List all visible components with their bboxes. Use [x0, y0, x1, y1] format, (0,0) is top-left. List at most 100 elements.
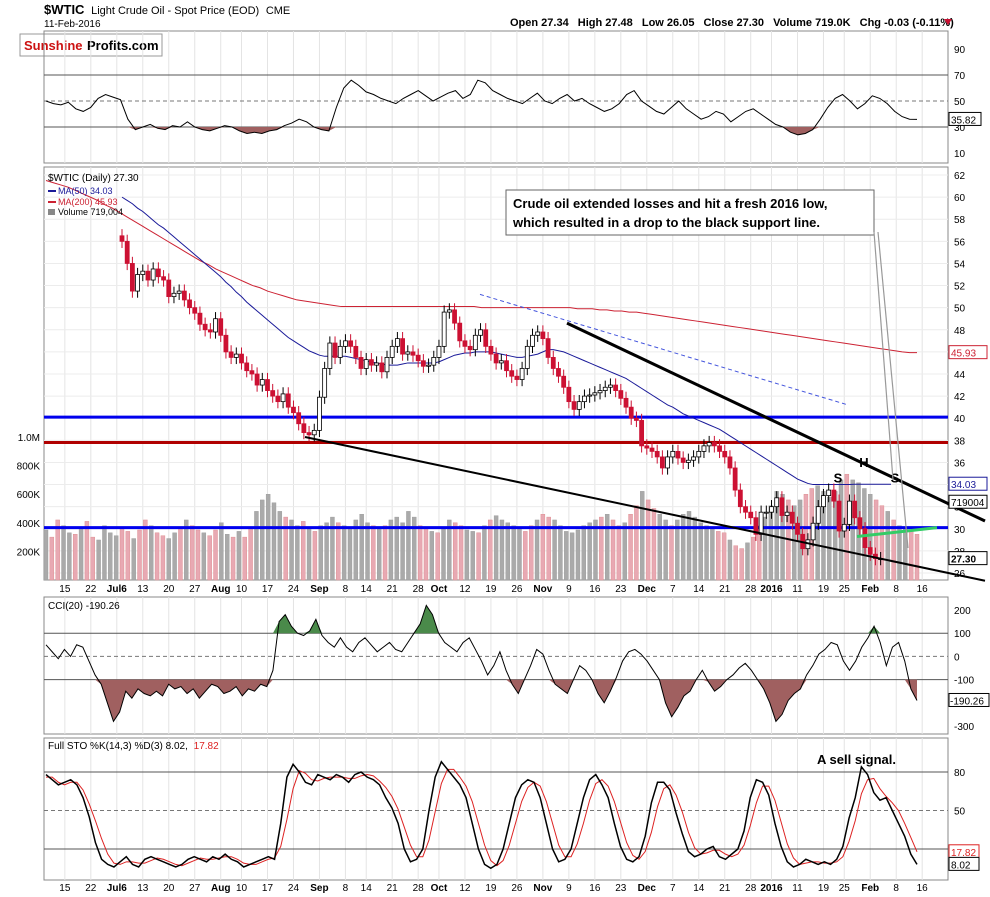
candle-body: [254, 373, 260, 386]
logo-text-black: Profits.com: [87, 38, 159, 53]
x-label-top: 16: [917, 584, 929, 595]
candle-body: [187, 299, 192, 309]
candle-body: [753, 517, 759, 535]
volume-bar: [301, 521, 306, 581]
x-label-bottom: Nov: [533, 883, 552, 894]
x-label-top: 19: [485, 584, 497, 595]
volume-bar: [318, 525, 323, 581]
volume-bar: [435, 532, 440, 581]
x-label-top: Dec: [638, 584, 657, 595]
cci-line: [45, 604, 918, 723]
candle-body: [472, 334, 478, 351]
candle-body: [181, 290, 187, 301]
x-label-top: 2016: [760, 584, 783, 595]
volume-bar: [189, 525, 195, 581]
candle-body: [571, 401, 577, 410]
candle-body: [545, 338, 551, 358]
volume-bar: [423, 528, 429, 581]
volume-bar: [195, 529, 201, 581]
volume-bar: [43, 529, 49, 581]
x-label-bottom: 20: [163, 883, 175, 894]
x-label-bottom: 10: [236, 883, 248, 894]
price-tick-label: 30: [954, 525, 966, 536]
candle-body: [483, 329, 489, 347]
volume-bar: [341, 525, 347, 581]
volume-bar: [686, 511, 692, 581]
volume-value: Volume 719.0K: [773, 17, 850, 29]
candle-body: [867, 547, 873, 555]
volume-bar: [868, 494, 873, 581]
cci-negative-fill: [46, 679, 917, 722]
volume-tick-label: 200K: [17, 547, 41, 558]
candle-body: [826, 489, 832, 497]
volume-bar: [73, 534, 78, 581]
x-label-bottom: 28: [745, 883, 757, 894]
volume-bar: [137, 529, 142, 581]
volume-bar: [569, 532, 575, 581]
x-label-bottom: Oct: [431, 883, 448, 894]
volume-bar: [84, 521, 90, 581]
volume-bar: [640, 491, 645, 581]
candle-body: [233, 353, 239, 358]
candle-body: [379, 362, 385, 373]
volume-bar: [476, 532, 481, 581]
x-label-bottom: 15: [59, 883, 71, 894]
candle-body: [145, 270, 151, 281]
volume-bar: [154, 532, 160, 581]
candle-body: [509, 370, 515, 377]
x-label-top: 9: [566, 584, 572, 595]
x-label-top: 13: [137, 584, 149, 595]
candle-body: [249, 370, 255, 375]
candle-body: [478, 329, 483, 336]
rsi-last-box: [948, 111, 982, 126]
right-label-box: [948, 494, 988, 509]
x-label-top: 12: [459, 584, 471, 595]
candle-body: [711, 442, 717, 447]
volume-bar: [219, 522, 224, 581]
volume-bar: [727, 539, 733, 581]
annotation-line-1: Crude oil extended losses and hit a fres…: [513, 196, 828, 211]
candle-body: [457, 322, 463, 342]
candle-body: [441, 311, 447, 347]
x-label-top: 7: [670, 584, 676, 595]
x-label-top: 23: [615, 584, 627, 595]
ma200-line: [45, 180, 917, 354]
candle-body: [467, 345, 473, 351]
volume-bar: [634, 505, 639, 581]
sto-legend-d: 17.82: [194, 741, 219, 752]
volume-bar: [102, 525, 107, 581]
volume-bar: [464, 529, 470, 581]
high-value: High 27.48: [578, 17, 633, 29]
volume-bar: [90, 536, 95, 581]
x-label-bottom: 14: [693, 883, 705, 894]
volume-bar: [406, 511, 411, 581]
candle-body: [322, 368, 328, 398]
dashed-trend-line: [479, 293, 849, 406]
volume-bar: [236, 531, 242, 581]
candle-body: [285, 393, 291, 408]
pattern-left-shoulder: S: [834, 470, 843, 485]
volume-bar: [628, 514, 633, 581]
volume-bar: [815, 485, 820, 581]
cci-legend: CCI(20) -190.26: [48, 601, 120, 612]
legend-price: $WTIC (Daily) 27.30: [48, 173, 139, 184]
low-value: Low 26.05: [642, 17, 695, 29]
ohlc-summary: Open 27.34 High 27.48 Low 26.05 Close 27…: [510, 17, 954, 29]
x-label-top: 28: [745, 584, 757, 595]
volume-bar: [184, 519, 189, 581]
volume-bar: [172, 532, 177, 581]
volume-bar: [564, 531, 569, 581]
volume-bar: [131, 538, 136, 581]
volume-bar: [505, 522, 511, 581]
x-label-top: Aug: [211, 584, 230, 595]
candle-body: [431, 357, 437, 366]
volume-bar: [377, 528, 382, 581]
volume-bar: [55, 519, 60, 581]
sto-tick-label: 80: [954, 768, 966, 779]
x-label-bottom: 16: [917, 883, 929, 894]
x-label-bottom: 26: [511, 883, 523, 894]
candle-body: [202, 323, 208, 331]
candle-body: [244, 362, 250, 372]
candle-body: [675, 450, 681, 459]
volume-bar: [540, 514, 546, 581]
